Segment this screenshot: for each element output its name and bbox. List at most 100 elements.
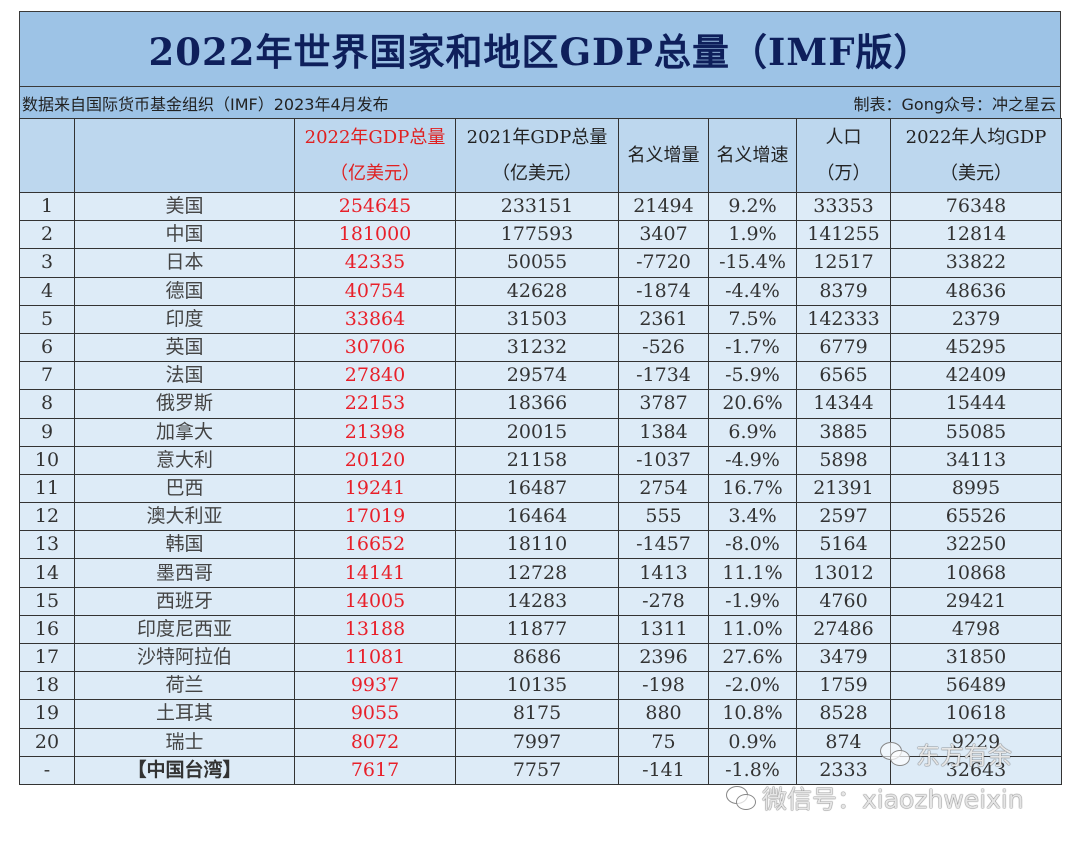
cell-per-capita: 76348	[890, 191, 1062, 222]
cell-increase: -1037	[618, 445, 709, 475]
table-row: 8 俄罗斯 22153 18366 3787 20.6% 14344 15444	[19, 389, 1062, 419]
cell-growth: 6.9%	[708, 417, 797, 447]
cell-per-capita: 34113	[890, 445, 1062, 475]
cell-gdp2021: 177593	[455, 220, 619, 250]
table-row: 11 巴西 19241 16487 2754 16.7% 21391 8995	[19, 473, 1062, 504]
cell-growth: -1.9%	[708, 586, 797, 616]
cell-increase: -278	[618, 586, 709, 616]
cell-growth: 1.9%	[708, 220, 797, 250]
cell-gdp2021: 20015	[455, 417, 619, 447]
cell-gdp2021: 7757	[455, 755, 619, 785]
cell-country: 日本	[74, 248, 295, 278]
table-row: 14 墨西哥 14141 12728 1413 11.1% 13012 10868	[19, 558, 1062, 588]
table-row: 12 澳大利亚 17019 16464 555 3.4% 2597 65526	[19, 502, 1062, 532]
cell-rank: 4	[19, 276, 75, 306]
table-row: 17 沙特阿拉伯 11081 8686 2396 27.6% 3479 31850	[19, 642, 1062, 673]
cell-growth: 0.9%	[708, 727, 797, 757]
cell-gdp2022: 22153	[294, 389, 456, 419]
cell-country: 澳大利亚	[74, 502, 295, 532]
table-row: 1 美国 254645 233151 21494 9.2% 33353 76348	[19, 191, 1062, 222]
cell-population: 8528	[796, 699, 891, 729]
watermark-wechat-id: 微信号：xiaozhweixin	[726, 780, 1024, 816]
table-row: 9 加拿大 21398 20015 1384 6.9% 3885 55085	[19, 417, 1062, 447]
cell-gdp2022: 16652	[294, 530, 456, 560]
cell-growth: 7.5%	[708, 304, 797, 334]
cell-country: 法国	[74, 361, 295, 391]
cell-rank: 11	[19, 473, 75, 504]
header-population: 人口 （万）	[796, 118, 891, 193]
cell-country: 瑞士	[74, 727, 295, 757]
header-gdp2022: 2022年GDP总量 （亿美元）	[294, 118, 456, 193]
cell-per-capita: 10618	[890, 699, 1062, 729]
header-per-capita: 2022年人均GDP （美元）	[890, 118, 1062, 193]
cell-growth: -2.0%	[708, 671, 797, 701]
cell-growth: -15.4%	[708, 248, 797, 278]
table-body: 1 美国 254645 233151 21494 9.2% 33353 76348 2 中国 181…	[19, 191, 1062, 785]
table-header-row: 2022年GDP总量 （亿美元） 2021年GDP总量 （亿美元） 名义增量 名…	[19, 118, 1062, 193]
title-band: 2022年世界国家和地区GDP总量（IMF版）	[19, 11, 1061, 87]
cell-rank: 3	[19, 248, 75, 278]
table-row: 7 法国 27840 29574 -1734 -5.9% 6565 42409	[19, 361, 1062, 391]
cell-rank: 14	[19, 558, 75, 588]
cell-growth: 16.7%	[708, 473, 797, 504]
cell-rank: 16	[19, 614, 75, 645]
table-row: 13 韩国 16652 18110 -1457 -8.0% 5164 32250	[19, 530, 1062, 560]
cell-gdp2021: 50055	[455, 248, 619, 278]
cell-growth: 11.0%	[708, 614, 797, 645]
cell-country: 印度尼西亚	[74, 614, 295, 645]
cell-increase: 3787	[618, 389, 709, 419]
cell-gdp2021: 18366	[455, 389, 619, 419]
cell-rank: 2	[19, 220, 75, 250]
cell-gdp2021: 8686	[455, 642, 619, 673]
cell-increase: 3407	[618, 220, 709, 250]
cell-increase: -1457	[618, 530, 709, 560]
cell-gdp2021: 16487	[455, 473, 619, 504]
cell-per-capita: 32250	[890, 530, 1062, 560]
cell-per-capita: 56489	[890, 671, 1062, 701]
cell-growth: 9.2%	[708, 191, 797, 222]
cell-per-capita: 65526	[890, 502, 1062, 532]
cell-per-capita: 48636	[890, 276, 1062, 306]
cell-rank: 12	[19, 502, 75, 532]
cell-per-capita: 55085	[890, 417, 1062, 447]
cell-rank: 10	[19, 445, 75, 475]
cell-growth: -1.8%	[708, 755, 797, 785]
page-title: 2022年世界国家和地区GDP总量（IMF版）	[148, 30, 932, 74]
table-row: 18 荷兰 9937 10135 -198 -2.0% 1759 56489	[19, 671, 1062, 701]
cell-increase: 2396	[618, 642, 709, 673]
cell-country: 印度	[74, 304, 295, 334]
cell-growth: 10.8%	[708, 699, 797, 729]
cell-gdp2021: 42628	[455, 276, 619, 306]
cell-country: 沙特阿拉伯	[74, 642, 295, 673]
table-row: 20 瑞士 8072 7997 75 0.9% 874 9229	[19, 727, 1062, 757]
header-growth: 名义增速	[708, 118, 797, 193]
cell-rank: 13	[19, 530, 75, 560]
cell-gdp2022: 9055	[294, 699, 456, 729]
cell-population: 5164	[796, 530, 891, 560]
cell-rank: 8	[19, 389, 75, 419]
cell-gdp2021: 18110	[455, 530, 619, 560]
cell-increase: -141	[618, 755, 709, 785]
cell-population: 142333	[796, 304, 891, 334]
cell-population: 12517	[796, 248, 891, 278]
cell-country: 土耳其	[74, 699, 295, 729]
cell-gdp2021: 14283	[455, 586, 619, 616]
cell-gdp2021: 29574	[455, 361, 619, 391]
cell-gdp2021: 12728	[455, 558, 619, 588]
cell-rank: -	[19, 755, 75, 785]
cell-per-capita: 31850	[890, 642, 1062, 673]
cell-increase: -526	[618, 332, 709, 363]
cell-growth: -1.7%	[708, 332, 797, 363]
cell-per-capita: 45295	[890, 332, 1062, 363]
cell-increase: -1874	[618, 276, 709, 306]
cell-growth: 11.1%	[708, 558, 797, 588]
cell-rank: 17	[19, 642, 75, 673]
cell-per-capita: 10868	[890, 558, 1062, 588]
cell-gdp2022: 27840	[294, 361, 456, 391]
table-row: 2 中国 181000 177593 3407 1.9% 141255 12814	[19, 220, 1062, 250]
cell-gdp2021: 21158	[455, 445, 619, 475]
cell-country: 西班牙	[74, 586, 295, 616]
cell-gdp2022: 9937	[294, 671, 456, 701]
cell-gdp2022: 181000	[294, 220, 456, 250]
wechat-icon	[726, 786, 756, 810]
